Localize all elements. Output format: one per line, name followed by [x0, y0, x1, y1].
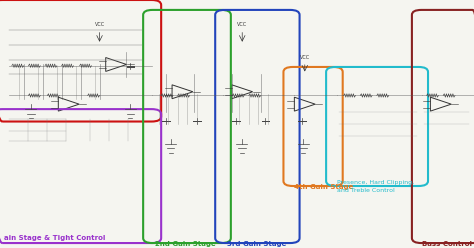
- Text: and Treble Control: and Treble Control: [337, 188, 394, 193]
- Text: Bass Control a: Bass Control a: [422, 241, 474, 247]
- Text: Presence, Hard Clipping,: Presence, Hard Clipping,: [337, 180, 414, 185]
- Text: 2nd Gain Stage: 2nd Gain Stage: [155, 241, 216, 247]
- Text: ain Stage & Tight Control: ain Stage & Tight Control: [4, 235, 105, 241]
- Text: 4th Gain Stage: 4th Gain Stage: [294, 184, 353, 190]
- Text: VCC: VCC: [300, 55, 310, 60]
- Text: 3rd Gain Stage: 3rd Gain Stage: [227, 241, 286, 247]
- Text: VCC: VCC: [237, 22, 247, 27]
- Text: VCC: VCC: [94, 22, 105, 27]
